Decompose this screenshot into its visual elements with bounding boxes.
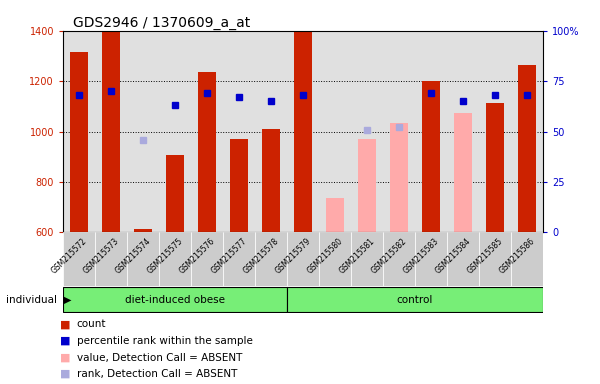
Bar: [351, 232, 383, 286]
Text: GSM215580: GSM215580: [305, 237, 344, 276]
Text: control: control: [397, 295, 433, 305]
Text: ■: ■: [60, 369, 71, 379]
Text: percentile rank within the sample: percentile rank within the sample: [77, 336, 253, 346]
Text: GDS2946 / 1370609_a_at: GDS2946 / 1370609_a_at: [73, 16, 250, 30]
Text: count: count: [77, 319, 106, 329]
Text: GSM215574: GSM215574: [113, 237, 152, 276]
Text: value, Detection Call = ABSENT: value, Detection Call = ABSENT: [77, 353, 242, 362]
Text: GSM215584: GSM215584: [434, 237, 473, 276]
Text: GSM215572: GSM215572: [50, 237, 89, 276]
Bar: [223, 232, 255, 286]
Text: GSM215586: GSM215586: [497, 237, 536, 276]
Text: GSM215575: GSM215575: [145, 237, 185, 276]
Text: rank, Detection Call = ABSENT: rank, Detection Call = ABSENT: [77, 369, 237, 379]
Bar: [127, 232, 159, 286]
Text: GSM215578: GSM215578: [242, 237, 281, 276]
Bar: [63, 287, 287, 312]
Text: ■: ■: [60, 353, 71, 362]
Bar: [159, 232, 191, 286]
Bar: [326, 198, 344, 232]
Bar: [255, 232, 287, 286]
Text: GSM215576: GSM215576: [178, 237, 217, 276]
Bar: [63, 232, 95, 286]
Bar: [486, 103, 504, 232]
Bar: [95, 232, 127, 286]
Bar: [287, 232, 319, 286]
Bar: [191, 232, 223, 286]
Bar: [230, 139, 248, 232]
Bar: [102, 31, 120, 232]
Bar: [390, 123, 408, 232]
Bar: [287, 287, 543, 312]
Bar: [166, 156, 184, 232]
Text: GSM215582: GSM215582: [370, 237, 409, 275]
Bar: [319, 232, 351, 286]
Text: diet-induced obese: diet-induced obese: [125, 295, 225, 305]
Text: ■: ■: [60, 336, 71, 346]
Text: GSM215581: GSM215581: [338, 237, 377, 275]
Bar: [134, 228, 152, 232]
Text: GSM215583: GSM215583: [401, 237, 440, 276]
Text: individual  ▶: individual ▶: [6, 295, 71, 305]
Text: GSM215573: GSM215573: [82, 237, 121, 276]
Bar: [422, 81, 440, 232]
Bar: [294, 31, 312, 232]
Bar: [383, 232, 415, 286]
Text: GSM215577: GSM215577: [209, 237, 248, 276]
Bar: [447, 232, 479, 286]
Bar: [358, 139, 376, 232]
Bar: [390, 123, 408, 232]
Bar: [518, 65, 536, 232]
Bar: [358, 139, 376, 232]
Bar: [198, 72, 216, 232]
Bar: [262, 129, 280, 232]
Bar: [511, 232, 543, 286]
Bar: [479, 232, 511, 286]
Bar: [70, 52, 88, 232]
Text: ■: ■: [60, 319, 71, 329]
Bar: [454, 113, 472, 232]
Bar: [415, 232, 447, 286]
Text: GSM215579: GSM215579: [274, 237, 313, 276]
Text: GSM215585: GSM215585: [466, 237, 505, 276]
